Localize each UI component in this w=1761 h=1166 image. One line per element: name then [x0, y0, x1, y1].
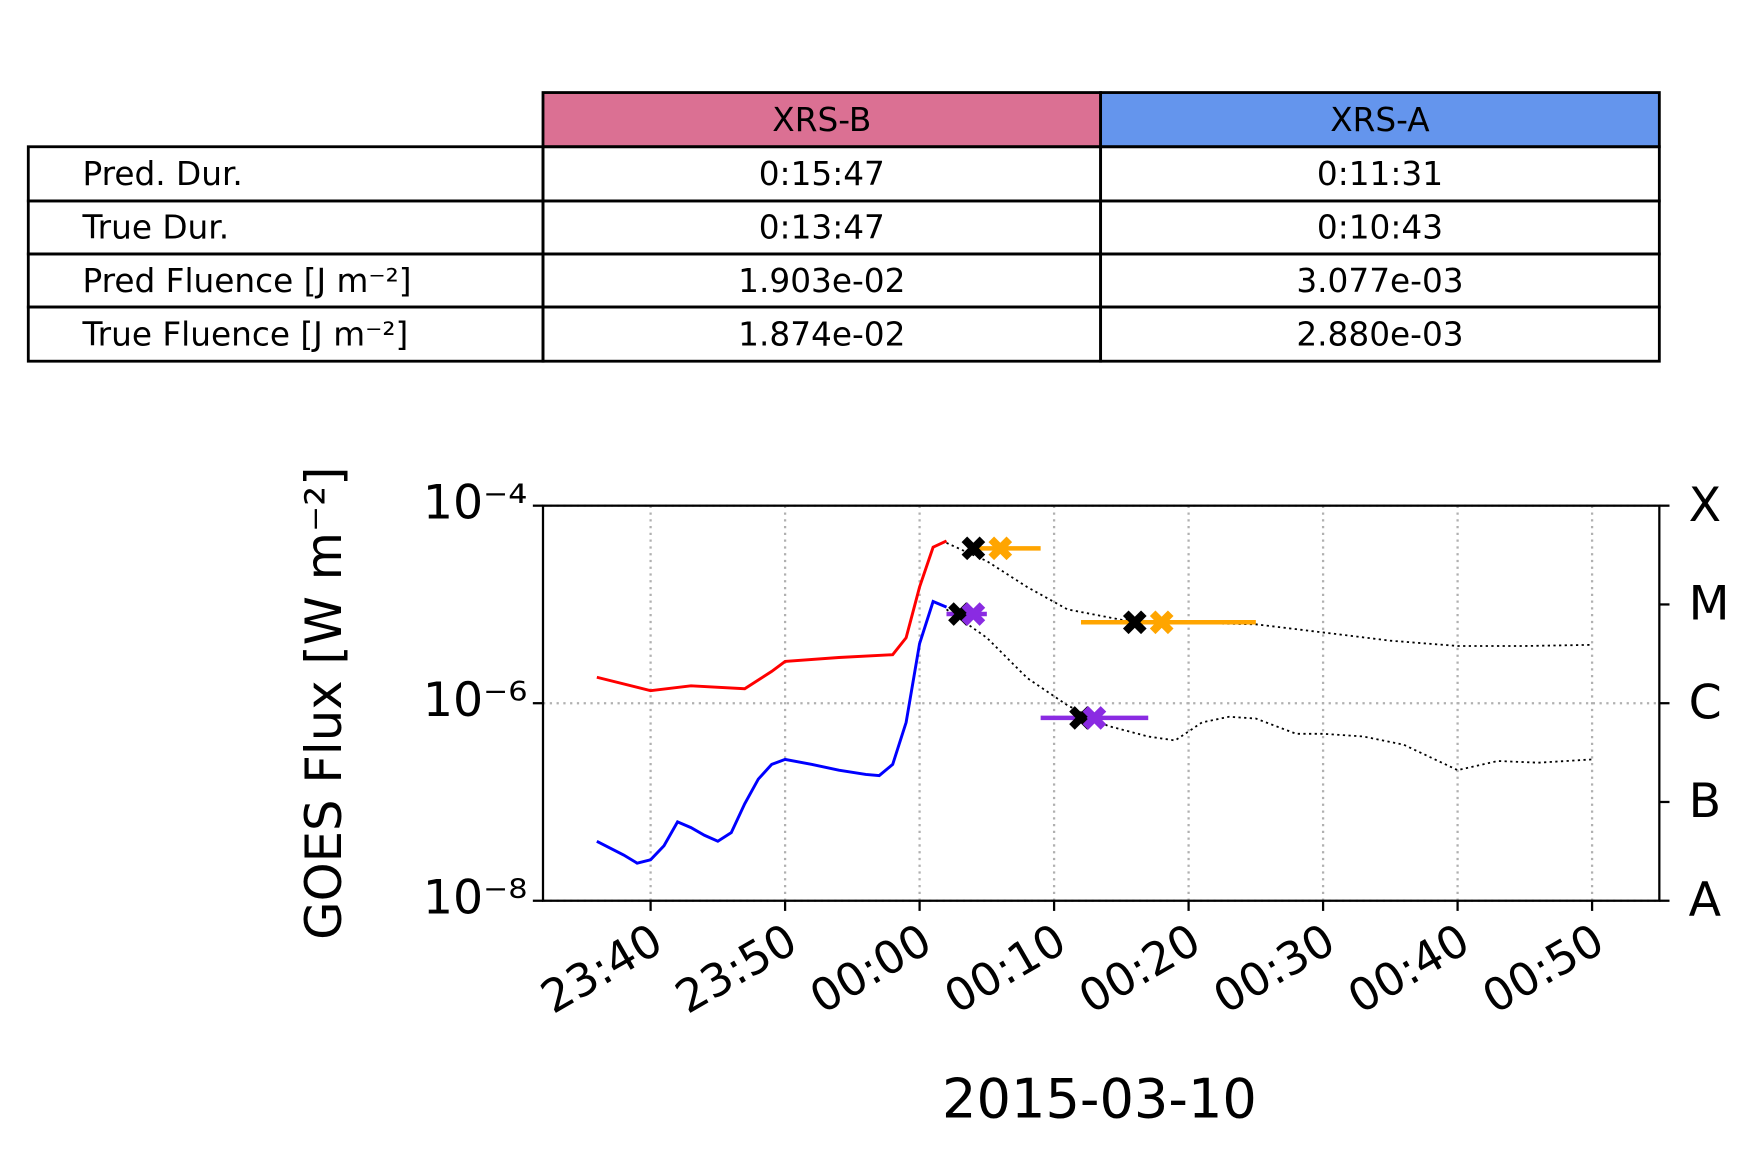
row-label: Pred Fluence [J m⁻²]	[82, 262, 411, 300]
y-tick-label: 10⁻⁸	[423, 871, 527, 926]
table-value: 0:11:31	[1317, 155, 1443, 193]
table-value: 1.903e-02	[738, 262, 905, 300]
y-axis-label: GOES Flux [W m⁻²]	[295, 467, 353, 940]
x-tick-label: 00:40	[1339, 913, 1478, 1024]
marker	[961, 536, 986, 561]
y-tick-label: 10⁻⁴	[423, 476, 527, 531]
series-line	[946, 542, 1593, 647]
x-axis-label: 2015-03-10	[942, 1067, 1257, 1130]
marker	[1122, 610, 1147, 635]
marker	[988, 536, 1013, 561]
table-value: 2.880e-03	[1296, 315, 1463, 353]
x-tick-label: 23:40	[532, 913, 671, 1024]
table-value: 1.874e-02	[738, 315, 905, 353]
table-value: 0:15:47	[759, 155, 885, 193]
y-tick-label: 10⁻⁶	[423, 673, 527, 728]
x-tick-label: 23:50	[666, 913, 805, 1024]
x-tick-label: 00:30	[1204, 913, 1343, 1024]
table-header-text: XRS-B	[772, 101, 871, 139]
row-label: Pred. Dur.	[82, 155, 242, 193]
table-value: 0:10:43	[1317, 209, 1443, 247]
table-header-cell	[541, 91, 1103, 149]
y2-tick-label: C	[1689, 675, 1722, 730]
marker	[1149, 610, 1174, 635]
row-label: True Fluence [J m⁻²]	[81, 315, 408, 353]
series-line	[596, 539, 948, 693]
marker	[1082, 706, 1107, 730]
table-value: 0:13:47	[759, 209, 885, 247]
y2-tick-label: M	[1689, 577, 1730, 632]
y2-tick-label: X	[1689, 478, 1721, 533]
row-label: True Dur.	[81, 209, 229, 247]
y2-tick-label: B	[1689, 774, 1722, 829]
table-value: 3.077e-03	[1296, 262, 1463, 300]
marker	[961, 602, 986, 626]
table-header-cell	[1099, 91, 1661, 149]
table-header-text: XRS-A	[1330, 101, 1430, 139]
series-line	[946, 608, 1593, 772]
table-cell	[1099, 305, 1661, 363]
y2-tick-label: A	[1689, 873, 1722, 928]
x-tick-label: 00:00	[801, 913, 940, 1024]
x-tick-label: 00:10	[935, 913, 1074, 1024]
series-line	[596, 599, 948, 865]
plot-frame	[541, 504, 1661, 902]
x-tick-label: 00:50	[1473, 913, 1612, 1024]
x-tick-label: 00:20	[1070, 913, 1209, 1024]
